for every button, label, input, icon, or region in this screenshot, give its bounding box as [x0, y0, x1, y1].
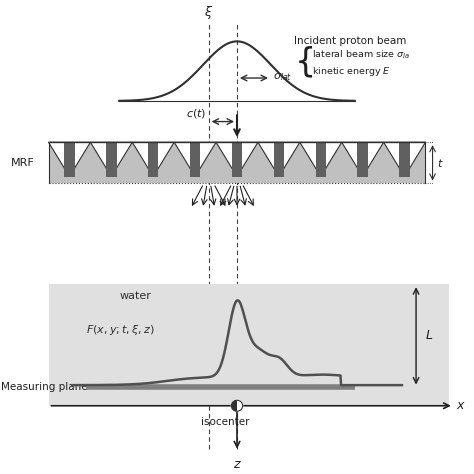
Text: $F(x,y;t,\xi,z)$: $F(x,y;t,\xi,z)$	[86, 323, 155, 337]
Bar	[357, 142, 368, 177]
Text: $c(t)$: $c(t)$	[186, 107, 206, 120]
Bar	[273, 142, 284, 177]
Polygon shape	[231, 400, 237, 411]
Bar	[190, 142, 201, 177]
Text: $t$: $t$	[438, 157, 444, 169]
Text: $x$: $x$	[456, 399, 466, 412]
Bar	[148, 142, 158, 177]
Polygon shape	[342, 142, 383, 177]
Polygon shape	[174, 142, 216, 177]
Polygon shape	[48, 142, 91, 177]
Text: isocenter: isocenter	[201, 417, 249, 427]
Text: lateral beam size $\sigma_{la}$: lateral beam size $\sigma_{la}$	[312, 49, 410, 61]
Text: water: water	[119, 291, 151, 301]
Text: $z$: $z$	[233, 457, 241, 471]
Text: MRF: MRF	[11, 158, 35, 168]
Polygon shape	[216, 142, 258, 177]
Text: kinetic energy $E$: kinetic energy $E$	[312, 64, 391, 78]
Polygon shape	[132, 142, 174, 177]
Bar	[399, 142, 410, 177]
Bar	[316, 142, 326, 177]
Text: $\sigma_{lat}$: $\sigma_{lat}$	[273, 71, 292, 83]
Bar	[106, 142, 117, 177]
Text: $\xi$: $\xi$	[204, 4, 213, 21]
FancyBboxPatch shape	[48, 284, 449, 406]
Text: Incident proton beam: Incident proton beam	[293, 36, 406, 46]
Polygon shape	[383, 142, 426, 177]
Text: $L$: $L$	[426, 329, 434, 342]
Polygon shape	[258, 142, 300, 177]
Bar	[64, 142, 75, 177]
Text: Measuring plane: Measuring plane	[1, 383, 88, 392]
Bar	[232, 142, 242, 177]
Circle shape	[231, 400, 243, 411]
Polygon shape	[300, 142, 342, 177]
Polygon shape	[91, 142, 132, 177]
Text: $\{$: $\{$	[293, 45, 313, 80]
FancyBboxPatch shape	[48, 142, 426, 183]
